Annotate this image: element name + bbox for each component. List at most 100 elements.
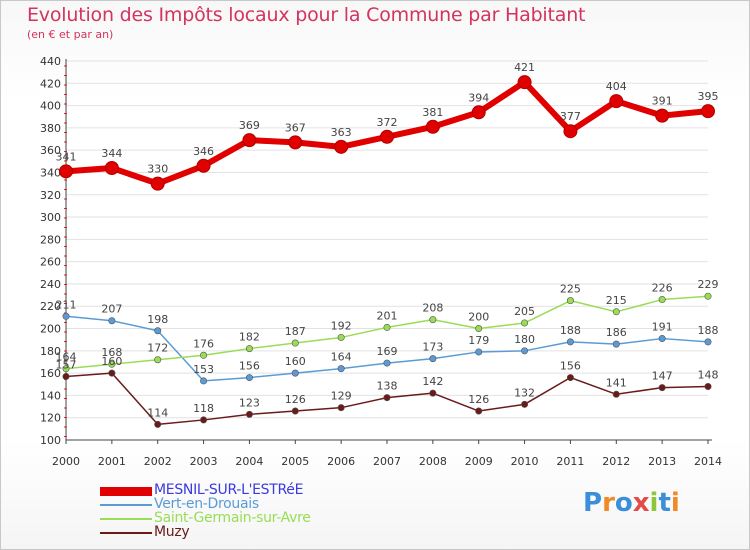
data-label: 188 (698, 324, 719, 337)
logo-letter: i (670, 488, 680, 518)
y-tick-label: 200 (40, 323, 61, 336)
data-point (658, 335, 666, 343)
data-label: 156 (239, 360, 260, 373)
data-point (154, 356, 162, 364)
data-label: 225 (560, 283, 581, 296)
data-label: 168 (101, 346, 122, 359)
data-point (108, 369, 116, 377)
legend-label: Vert-en-Drouais (154, 496, 259, 512)
data-point (337, 333, 345, 341)
y-tick-label: 440 (40, 55, 61, 68)
data-point (566, 297, 574, 305)
data-label: 173 (422, 341, 443, 354)
data-label: 394 (468, 91, 489, 104)
y-tick-label: 120 (40, 412, 61, 425)
data-label: 363 (331, 126, 352, 139)
y-tick-label: 380 (40, 122, 61, 135)
data-label: 421 (514, 61, 535, 74)
logo-letter: x (632, 488, 650, 518)
data-point (200, 377, 208, 385)
data-point (62, 312, 70, 320)
data-label: 164 (56, 351, 77, 364)
data-label: 211 (56, 298, 77, 311)
chart-subtitle: (en € et par an) (27, 28, 114, 41)
y-tick-label: 220 (40, 300, 61, 313)
data-label: 157 (56, 358, 77, 371)
data-label: 372 (377, 116, 398, 129)
data-label: 187 (285, 325, 306, 338)
data-label: 344 (101, 147, 122, 160)
data-point (245, 410, 253, 418)
data-label: 186 (606, 326, 627, 339)
data-label: 377 (560, 110, 581, 123)
data-label: 404 (606, 80, 627, 93)
data-point (701, 104, 715, 119)
data-point (200, 351, 208, 359)
x-tick-label: 2014 (694, 455, 722, 468)
data-label: 126 (285, 393, 306, 406)
data-label: 200 (468, 311, 489, 324)
data-point (521, 319, 529, 327)
y-tick-label: 240 (40, 278, 61, 291)
data-label: 205 (514, 305, 535, 318)
data-label: 201 (377, 309, 398, 322)
data-label: 160 (101, 355, 122, 368)
logo-letter: o (614, 488, 633, 518)
data-point (200, 416, 208, 424)
data-point (383, 394, 391, 402)
data-point (563, 124, 578, 139)
data-point (612, 308, 620, 316)
x-tick-label: 2011 (556, 455, 584, 468)
data-label: 160 (285, 355, 306, 368)
data-label: 341 (56, 150, 77, 163)
logo-letter: i (649, 488, 659, 518)
data-point (291, 369, 299, 377)
data-point (612, 340, 620, 348)
data-point (59, 164, 73, 179)
data-point (383, 359, 391, 367)
data-point (425, 119, 440, 134)
data-point (475, 325, 483, 333)
data-label: 229 (698, 278, 719, 291)
x-tick-label: 2009 (465, 455, 493, 468)
data-label: 179 (468, 334, 489, 347)
data-label: 369 (239, 119, 260, 132)
data-label: 132 (514, 386, 535, 399)
data-point (612, 390, 620, 398)
data-point (475, 348, 483, 356)
data-label: 330 (147, 163, 168, 176)
logo-letter: P (583, 488, 603, 518)
data-label: 169 (377, 345, 398, 358)
data-point (337, 404, 345, 412)
legend-swatch (100, 532, 152, 534)
data-point (704, 292, 712, 300)
x-tick-label: 2005 (281, 455, 309, 468)
data-point (429, 316, 437, 324)
data-point (245, 374, 253, 382)
y-tick-label: 100 (40, 434, 61, 447)
x-tick-label: 2012 (602, 455, 630, 468)
legend-label: MESNIL-SUR-L'ESTRéE (154, 482, 304, 498)
data-label: 198 (147, 313, 168, 326)
data-label: 182 (239, 331, 260, 344)
data-point (108, 317, 116, 325)
data-point (521, 347, 529, 355)
data-point (288, 135, 303, 150)
data-label: 138 (377, 380, 398, 393)
y-tick-label: 300 (40, 211, 61, 224)
y-tick-label: 280 (40, 233, 61, 246)
data-label: 156 (560, 360, 581, 373)
data-label: 188 (560, 324, 581, 337)
data-point (517, 75, 532, 90)
data-label: 142 (422, 375, 443, 388)
data-point (196, 158, 211, 173)
y-tick-label: 420 (40, 77, 61, 90)
x-tick-label: 2013 (648, 455, 676, 468)
y-tick-label: 140 (40, 389, 61, 402)
data-label: 191 (652, 321, 673, 334)
y-tick-label: 340 (40, 166, 61, 179)
data-point (291, 407, 299, 415)
data-point (429, 355, 437, 363)
x-tick-label: 2010 (511, 455, 539, 468)
data-label: 114 (147, 406, 168, 419)
